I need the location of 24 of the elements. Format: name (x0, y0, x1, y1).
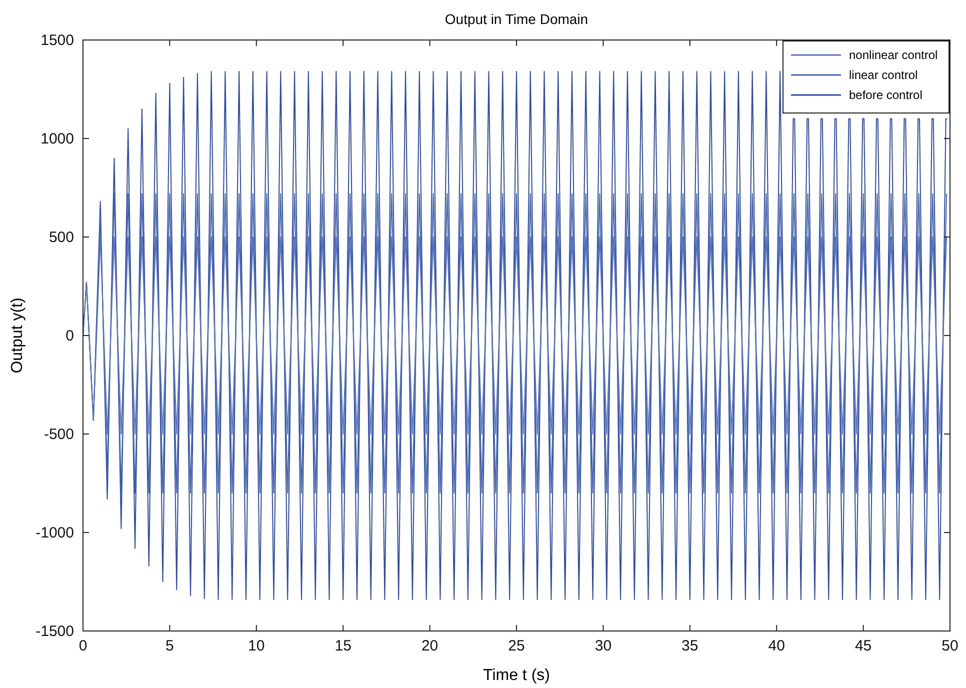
y-tick-label: 1500 (40, 32, 74, 49)
x-tick-label: 45 (854, 638, 872, 655)
legend-label: before control (849, 88, 922, 102)
x-tick-label: 15 (334, 638, 352, 655)
x-tick-label: 40 (768, 638, 785, 655)
y-tick-label: 1000 (40, 130, 74, 148)
x-tick-label: 10 (248, 638, 265, 655)
y-tick-label: -1500 (36, 622, 74, 640)
x-tick-label: 0 (78, 638, 88, 655)
y-tick-label: 500 (48, 228, 74, 246)
legend-label: linear control (849, 68, 918, 82)
x-axis-title: Time t (s) (483, 667, 550, 684)
legend-label: nonlinear control (849, 48, 938, 62)
y-tick-label: 0 (66, 327, 74, 344)
y-tick-label: -1000 (36, 524, 74, 542)
x-tick-label: 20 (421, 638, 438, 655)
y-axis-title: Output y(t) (9, 298, 26, 374)
x-tick-label: 35 (682, 638, 698, 655)
x-tick-label: 30 (594, 638, 612, 655)
x-tick-label: 50 (942, 638, 958, 655)
x-tick-label: 5 (166, 638, 174, 655)
chart-title: Output in Time Domain (444, 11, 588, 27)
x-tick-label: 25 (508, 638, 525, 655)
y-tick-label: -500 (44, 426, 74, 443)
